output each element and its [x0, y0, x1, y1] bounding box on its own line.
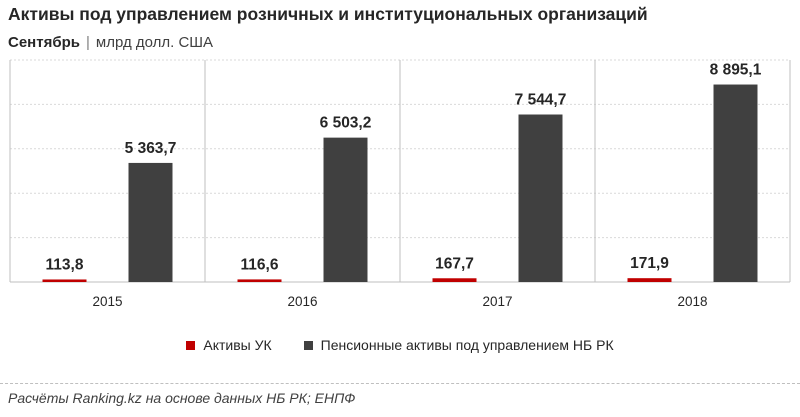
chart-legend: Активы УК Пенсионные активы под управлен… [0, 337, 800, 353]
data-label-series2: 6 503,2 [320, 115, 372, 132]
bar-series2 [323, 137, 368, 282]
bar-series1 [432, 278, 477, 282]
x-tick-label: 2015 [92, 294, 122, 309]
legend-item-series1: Активы УК [186, 337, 272, 353]
subtitle-separator: | [85, 34, 90, 51]
chart-subtitle: Сентябрь | млрд долл. США [8, 34, 213, 51]
bar-series1 [627, 278, 672, 282]
source-note: Расчёты Ranking.kz на основе данных НБ Р… [8, 390, 356, 406]
bar-series2 [713, 84, 758, 282]
data-label-series2: 5 363,7 [125, 140, 177, 157]
legend-label-series1: Активы УК [203, 337, 272, 353]
data-label-series2: 7 544,7 [515, 92, 567, 109]
bar-chart: 113,8 5 363,7 2015 116,6 6 503,2 2016 167,7 7 5… [9, 59, 791, 309]
x-tick-label: 2018 [677, 294, 707, 309]
x-tick-label: 2016 [287, 294, 317, 309]
source-divider [0, 383, 800, 384]
legend-label-series2: Пенсионные активы под управлением НБ РК [320, 337, 614, 353]
data-label-series1: 116,6 [241, 256, 279, 273]
legend-item-series2: Пенсионные активы под управлением НБ РК [303, 337, 614, 353]
data-label-series1: 171,9 [630, 255, 669, 272]
chart-title: Активы под управлением розничных и инсти… [8, 4, 648, 24]
bar-series2 [128, 162, 173, 282]
legend-swatch-series2 [303, 340, 313, 350]
x-tick-label: 2017 [482, 294, 512, 309]
bar-series1 [237, 279, 282, 282]
bar-series2 [518, 114, 563, 282]
data-label-series1: 167,7 [435, 255, 474, 272]
subtitle-unit: млрд долл. США [95, 34, 214, 51]
legend-swatch-series1 [186, 340, 196, 350]
data-label-series2: 8 895,1 [710, 62, 762, 79]
bar-series1 [42, 279, 87, 282]
subtitle-month: Сентябрь [8, 34, 80, 51]
data-label-series1: 113,8 [46, 256, 84, 273]
